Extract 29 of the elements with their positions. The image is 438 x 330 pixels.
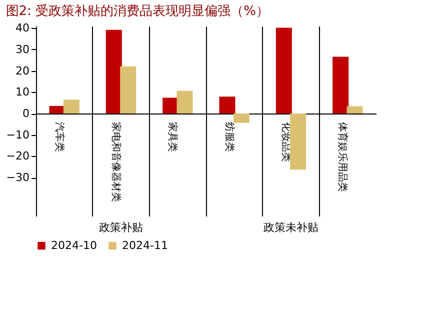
bar xyxy=(219,96,236,114)
x-tick-label: 纺服类 xyxy=(223,122,236,152)
text: 政策补贴 xyxy=(99,221,143,234)
bar xyxy=(233,114,250,123)
bar xyxy=(106,30,122,114)
y-tick-label: 10 xyxy=(16,86,30,99)
bar xyxy=(162,98,179,114)
x-tick-label: 家电和音像器材类 xyxy=(110,122,122,202)
x-tick-label: 汽车类 xyxy=(53,122,66,152)
x-tick-label: 体育娱乐用品类 xyxy=(336,122,349,192)
chart-title: 图2: 受政策补贴的消费品表现明显偏强（%） xyxy=(6,4,269,20)
bar xyxy=(290,114,306,170)
text: 政策未补贴 xyxy=(264,221,318,234)
bar xyxy=(120,66,136,114)
bar xyxy=(346,106,363,114)
bar xyxy=(276,28,292,114)
y-tick-label: −10 xyxy=(6,128,30,142)
y-tick-label: 30 xyxy=(16,42,30,56)
y-tick-label: 20 xyxy=(16,64,30,78)
bar xyxy=(176,90,193,114)
legend-label: 2024-10 xyxy=(51,238,97,252)
y-tick-label: −20 xyxy=(6,150,30,163)
y-tick-label: −30 xyxy=(6,171,30,184)
bar xyxy=(332,56,349,114)
bar xyxy=(63,100,80,114)
y-tick-label: 0 xyxy=(22,107,30,120)
x-tick-label: 家具类 xyxy=(166,122,179,152)
y-tick-label: 40 xyxy=(16,22,30,35)
legend-label: 2024-11 xyxy=(122,238,168,252)
